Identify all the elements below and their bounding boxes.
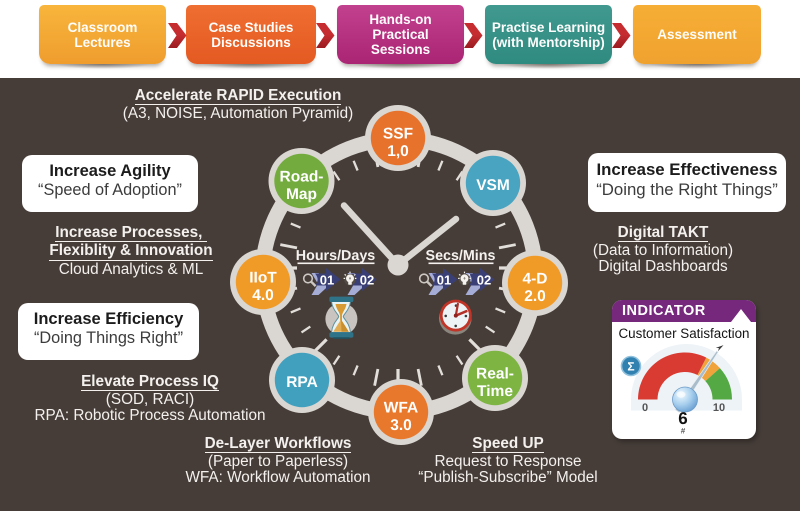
svg-text:Σ: Σ bbox=[627, 360, 634, 374]
svg-text:4-D: 4-D bbox=[523, 271, 548, 288]
svg-text:01: 01 bbox=[437, 272, 451, 287]
svg-text:Hours/Days: Hours/Days bbox=[296, 248, 376, 264]
svg-text:02: 02 bbox=[360, 272, 374, 287]
svg-text:RPA: RPA bbox=[286, 374, 318, 391]
svg-text:SSF: SSF bbox=[383, 126, 413, 143]
svg-text:02: 02 bbox=[477, 272, 491, 287]
svg-text:VSM: VSM bbox=[476, 177, 510, 194]
svg-text:#: # bbox=[681, 427, 686, 436]
svg-text:1,0: 1,0 bbox=[387, 143, 409, 160]
svg-text:0: 0 bbox=[642, 402, 648, 414]
svg-text:10: 10 bbox=[713, 402, 725, 414]
svg-text:WFA: WFA bbox=[384, 400, 418, 417]
svg-text:01: 01 bbox=[320, 272, 334, 287]
svg-text:6: 6 bbox=[678, 409, 687, 428]
svg-text:2.0: 2.0 bbox=[524, 288, 546, 305]
svg-text:Map: Map bbox=[286, 186, 317, 203]
svg-text:3.0: 3.0 bbox=[390, 417, 412, 434]
svg-text:IIoT: IIoT bbox=[249, 270, 277, 287]
svg-text:4.0: 4.0 bbox=[252, 287, 274, 304]
svg-text:Road-: Road- bbox=[280, 169, 324, 186]
svg-text:Time: Time bbox=[477, 383, 513, 400]
svg-text:Secs/Mins: Secs/Mins bbox=[426, 248, 496, 264]
svg-text:Real-: Real- bbox=[476, 366, 514, 383]
